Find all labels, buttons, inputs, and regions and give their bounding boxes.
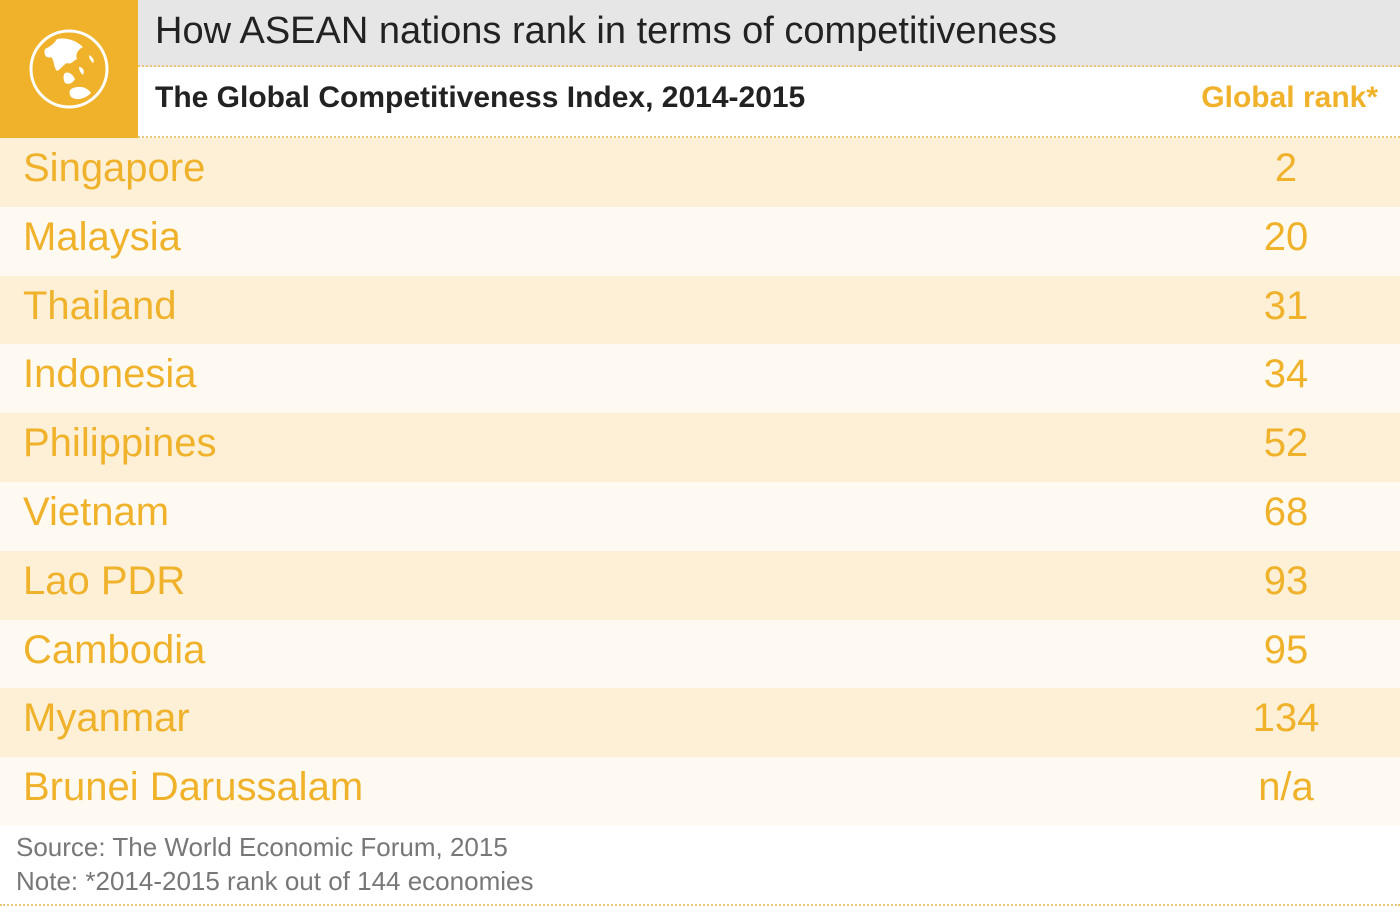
footer-divider	[0, 904, 1400, 906]
country-cell: Malaysia	[23, 214, 181, 259]
rank-cell: 34	[1263, 352, 1309, 397]
country-cell: Indonesia	[23, 352, 197, 397]
country-cell: Singapore	[23, 146, 206, 190]
ranking-table: Singapore 2 Malaysia 20 Thailand 31 Indo…	[0, 138, 1400, 826]
rank-cell: 134	[1252, 696, 1320, 741]
table-row: Thailand 31	[0, 275, 1400, 345]
rank-cell: 31	[1263, 283, 1309, 328]
country-cell: Vietnam	[23, 489, 170, 534]
table-row: Lao PDR 93	[0, 550, 1400, 620]
country-cell: Philippines	[23, 421, 217, 466]
rank-cell: 20	[1263, 214, 1309, 259]
table-row: Vietnam 68	[0, 481, 1400, 551]
table-row: Cambodia 95	[0, 619, 1400, 689]
globe-icon	[29, 29, 109, 109]
footnote: Note: *2014-2015 rank out of 144 economi…	[16, 866, 534, 896]
rank-cell: 95	[1263, 627, 1309, 672]
table-row: Indonesia 34	[0, 344, 1400, 414]
footer: Source: The World Economic Forum, 2015 N…	[0, 826, 1400, 908]
table-row: Singapore 2	[0, 138, 1400, 207]
rank-cell: 52	[1263, 421, 1309, 466]
page-subtitle: The Global Competitiveness Index, 2014-2…	[155, 81, 806, 114]
page-title: How ASEAN nations rank in terms of compe…	[155, 10, 1057, 52]
rank-cell: n/a	[1258, 765, 1314, 810]
table-row: Myanmar 134	[0, 688, 1400, 758]
rank-cell: 2	[1274, 146, 1298, 190]
country-cell: Brunei Darussalam	[23, 765, 364, 810]
country-cell: Myanmar	[23, 696, 190, 741]
header-icon-block	[0, 0, 138, 138]
table-row: Philippines 52	[0, 413, 1400, 482]
title-bar: How ASEAN nations rank in terms of compe…	[138, 0, 1400, 67]
rank-column-header: Global rank*	[1201, 81, 1378, 114]
country-cell: Thailand	[23, 283, 177, 328]
rank-cell: 68	[1263, 489, 1309, 534]
country-cell: Lao PDR	[23, 558, 186, 603]
country-cell: Cambodia	[23, 627, 206, 672]
table-row: Brunei Darussalam n/a	[0, 757, 1400, 826]
source-note: Source: The World Economic Forum, 2015	[16, 832, 508, 862]
rank-cell: 93	[1263, 558, 1309, 603]
subtitle-bar: The Global Competitiveness Index, 2014-2…	[138, 67, 1400, 138]
table-row: Malaysia 20	[0, 206, 1400, 276]
